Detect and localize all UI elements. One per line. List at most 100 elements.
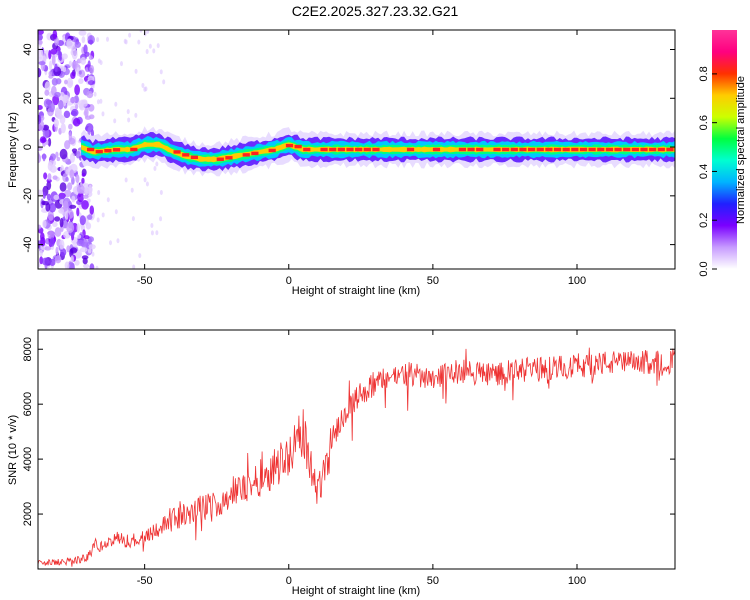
ridge-core: [571, 147, 579, 152]
ridge-core: [173, 150, 181, 154]
ridge-core: [285, 143, 294, 148]
snr-ytick-label: 2000: [22, 502, 34, 526]
noise-speck: [70, 110, 78, 116]
noise-speck: [59, 217, 64, 228]
noise-speck: [57, 50, 62, 61]
noise-speck: [99, 98, 103, 104]
noise-speck: [143, 177, 147, 183]
noise-speck: [54, 63, 58, 73]
noise-speck: [72, 239, 79, 248]
ridge-core: [536, 147, 544, 152]
colorbar-tick-label: 0.2: [698, 213, 710, 228]
noise-speck: [69, 169, 75, 179]
noise-speck: [68, 204, 77, 209]
noise-speck: [64, 79, 68, 85]
noise-speck: [65, 209, 69, 220]
ridge-core: [87, 147, 95, 152]
noise-speck: [95, 265, 99, 269]
noise-speck: [134, 112, 138, 118]
noise-speck: [87, 248, 92, 254]
ridge-core: [372, 147, 380, 152]
noise-speck: [76, 249, 82, 258]
colorbar-label: Normalized spectral amplitude: [735, 76, 747, 224]
ridge-core: [216, 157, 224, 161]
figure-title: C2E2.2025.327.23.32.G21: [292, 3, 459, 19]
noise-speck: [38, 61, 46, 66]
noise-speck: [59, 148, 68, 160]
noise-speck: [38, 261, 41, 268]
noise-speck: [89, 64, 95, 75]
ridge-core: [562, 147, 570, 152]
noise-speck: [69, 97, 76, 104]
noise-speck: [82, 194, 89, 199]
noise-speck: [38, 189, 44, 196]
noise-speck: [70, 255, 74, 263]
spectrogram-frame: [37, 29, 676, 270]
ridge-core: [294, 144, 302, 149]
ridge-core: [649, 147, 657, 152]
spectrogram-ytick-label: 0: [22, 144, 34, 150]
noise-speck: [72, 117, 81, 127]
noise-speck: [49, 102, 55, 113]
noise-speck: [97, 58, 101, 64]
noise-speck: [54, 216, 61, 222]
spectrogram-xtick-label: 100: [568, 275, 586, 287]
spectrogram-ytick-label: -20: [22, 188, 34, 204]
noise-speck: [78, 70, 82, 75]
noise-speck: [66, 222, 75, 234]
noise-speck: [47, 210, 54, 221]
noise-speck: [41, 257, 50, 266]
spectrogram-x-ticks: -50 0 50 100: [137, 30, 586, 287]
noise-speck: [79, 247, 88, 253]
noise-speck: [54, 91, 61, 98]
noise-speck: [124, 177, 128, 183]
noise-speck: [42, 219, 47, 229]
noise-speck: [50, 153, 56, 161]
noise-speck: [127, 117, 131, 123]
noise-speck: [44, 89, 50, 96]
noise-speck: [76, 234, 82, 239]
noise-speck: [67, 182, 73, 191]
noise-speck: [113, 118, 117, 124]
noise-speck: [87, 126, 91, 136]
noise-speck: [42, 153, 46, 162]
noise-speck: [47, 137, 52, 147]
snr-xtick-label: 0: [286, 575, 292, 587]
noise-speck: [74, 84, 80, 96]
spectrogram-xtick-label: -50: [137, 275, 153, 287]
snr-frame: [37, 329, 676, 570]
ridge-core: [605, 147, 614, 152]
noise-speck: [134, 68, 138, 74]
noise-speck: [76, 239, 85, 247]
noise-speck: [49, 258, 56, 267]
noise-speck: [85, 222, 92, 230]
noise-speck: [62, 66, 67, 73]
ridge-core: [510, 147, 518, 152]
noise-speck: [61, 53, 68, 60]
noise-speck: [55, 246, 59, 255]
noise-speck: [44, 246, 52, 251]
noise-speck: [106, 197, 110, 203]
noise-speck: [126, 109, 130, 115]
noise-speck: [131, 216, 135, 222]
ridge-core: [303, 147, 311, 152]
snr-xlabel: Height of straight line (km): [292, 585, 420, 597]
noise-speck: [153, 166, 157, 172]
noise-speck: [155, 161, 159, 167]
noise-speck: [46, 181, 52, 191]
noise-speck: [84, 107, 89, 118]
noise-speck: [59, 182, 67, 192]
colorbar-tick-label: 0.6: [698, 115, 710, 130]
noise-speck: [155, 230, 159, 236]
ridge-core: [588, 147, 596, 152]
snr-xtick-label: 50: [427, 575, 439, 587]
snr-ytick-label: 4000: [22, 447, 34, 471]
snr-ytick-label: 8000: [22, 337, 34, 361]
noise-speck: [68, 137, 76, 145]
spectrogram-panel: -50 0 50 100 40 20 0 -20 -40 Height of straight…: [7, 29, 676, 297]
ridge-core: [406, 147, 415, 152]
noise-speck: [87, 214, 93, 220]
noise-speck: [68, 60, 72, 67]
ridge-core: [182, 153, 190, 157]
